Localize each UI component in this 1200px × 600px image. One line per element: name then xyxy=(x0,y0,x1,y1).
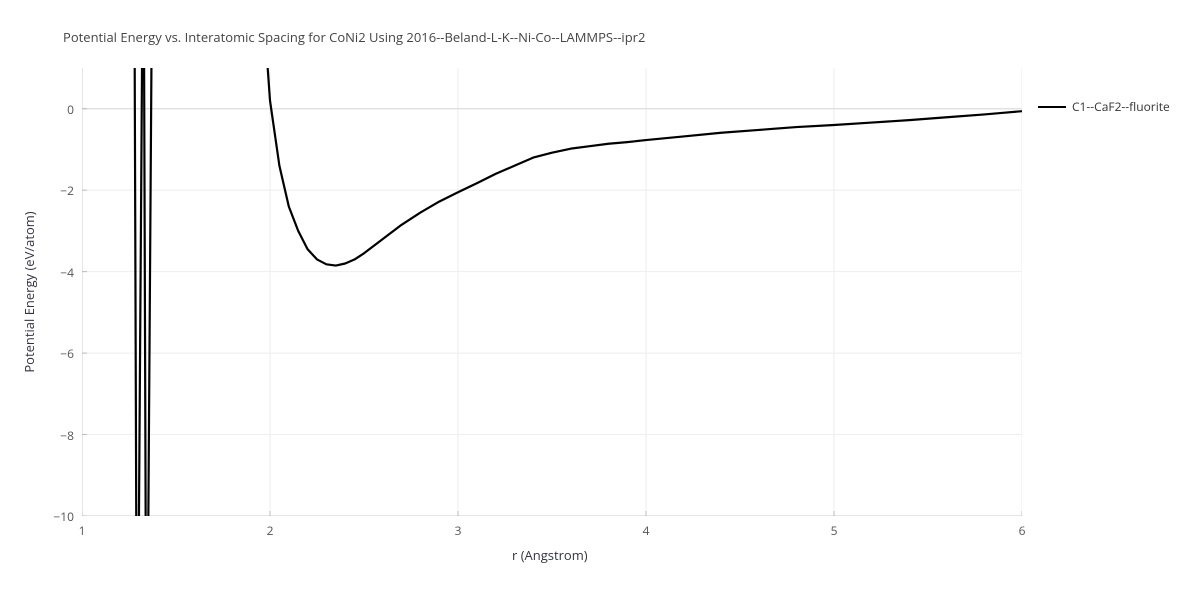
y-tick-label: −2 xyxy=(34,182,74,199)
x-tick-label: 5 xyxy=(831,522,838,539)
legend: C1--CaF2--fluorite xyxy=(1038,98,1170,115)
x-tick-label: 1 xyxy=(79,522,86,539)
y-axis-label: Potential Energy (eV/atom) xyxy=(20,192,38,392)
x-tick-label: 3 xyxy=(455,522,462,539)
plot-area xyxy=(82,68,1022,516)
legend-series-label: C1--CaF2--fluorite xyxy=(1072,98,1170,115)
x-tick-label: 2 xyxy=(267,522,274,539)
y-tick-label: −8 xyxy=(34,427,74,444)
plot-svg xyxy=(82,68,1022,516)
y-tick-label: −6 xyxy=(34,345,74,362)
series-line xyxy=(135,68,1022,516)
y-tick-label: −10 xyxy=(34,508,74,525)
chart-title: Potential Energy vs. Interatomic Spacing… xyxy=(63,28,645,46)
x-axis-label: r (Angstrom) xyxy=(512,546,588,564)
y-tick-label: −4 xyxy=(34,264,74,281)
x-tick-label: 4 xyxy=(643,522,650,539)
y-tick-label: 0 xyxy=(34,101,74,118)
legend-series-line xyxy=(1038,106,1066,108)
x-tick-label: 6 xyxy=(1019,522,1026,539)
